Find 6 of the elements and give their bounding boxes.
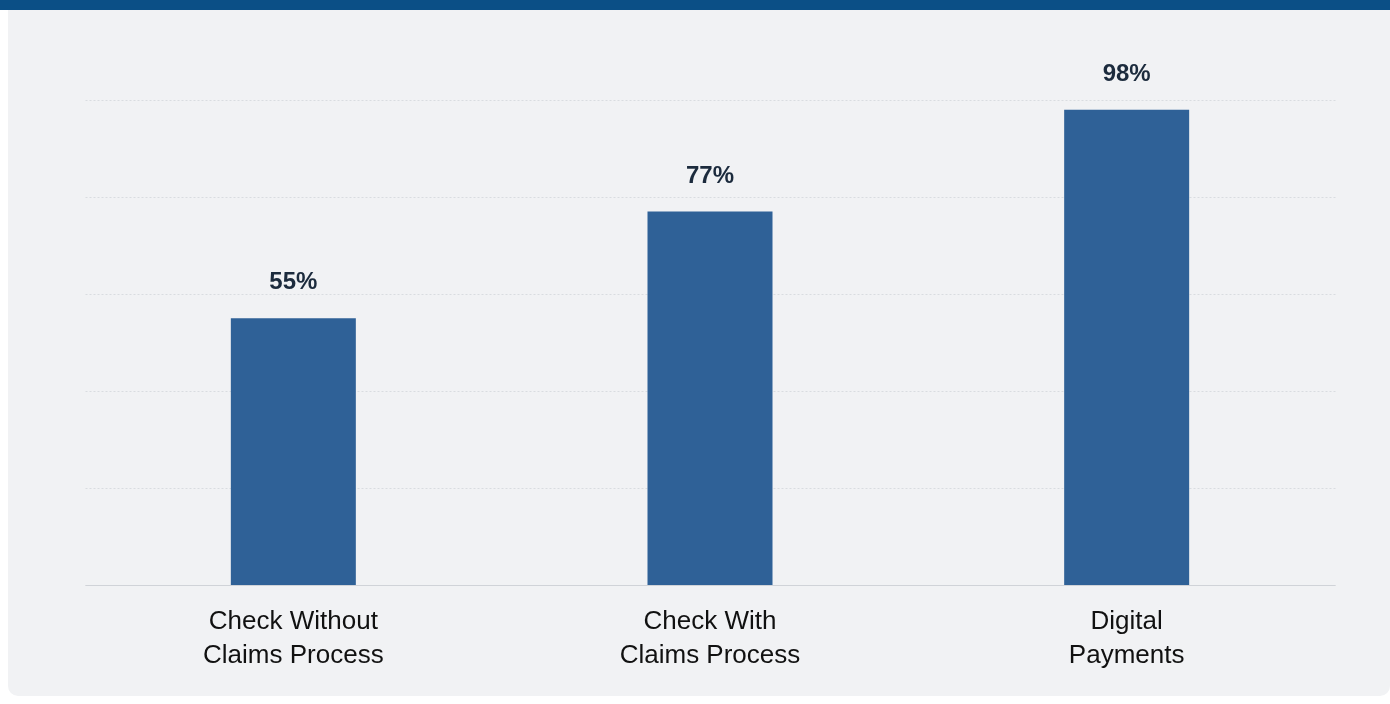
x-tick-label: Check Without Claims Process xyxy=(203,604,384,669)
data-label: 55% xyxy=(269,267,318,295)
x-tick-label: Check With Claims Process xyxy=(619,604,801,669)
data-label: 77% xyxy=(685,160,735,188)
data-label: 98% xyxy=(1102,58,1151,86)
x-tick-label: Digital Payments xyxy=(1068,604,1185,669)
